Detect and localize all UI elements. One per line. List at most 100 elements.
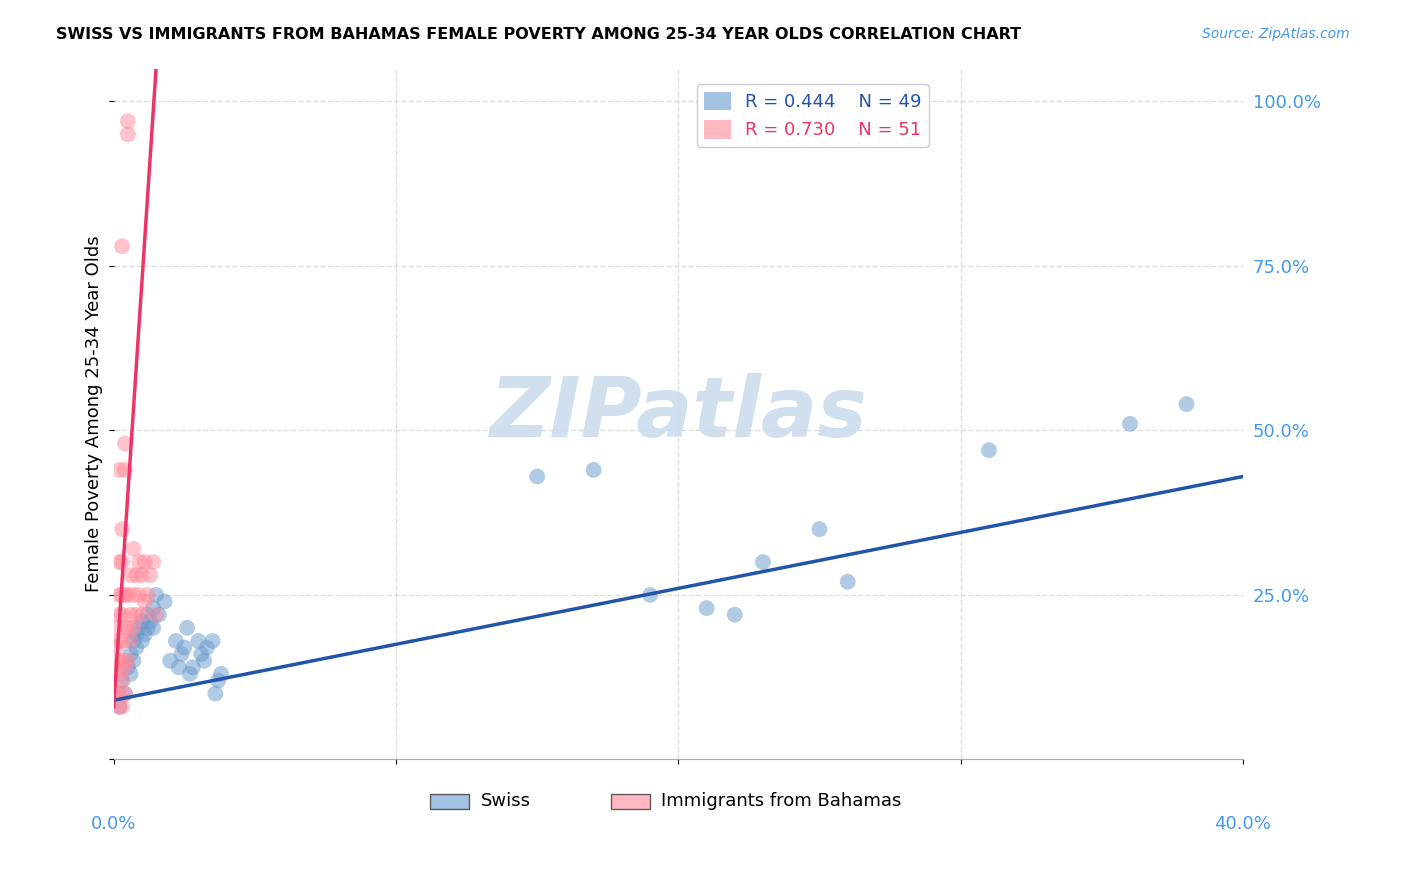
Point [724,607,747,622]
Point [105,621,128,635]
Point [125,627,148,641]
Point [1175,397,1198,411]
Point [207,673,229,688]
Point [204,687,226,701]
Point [108,687,131,701]
Text: SWISS VS IMMIGRANTS FROM BAHAMAS FEMALE POVERTY AMONG 25-34 YEAR OLDS CORRELATIO: SWISS VS IMMIGRANTS FROM BAHAMAS FEMALE … [56,27,1021,42]
FancyBboxPatch shape [430,794,470,809]
Point [120,667,142,681]
Point [165,634,187,648]
Point [128,555,150,569]
Point [108,588,131,602]
Point [170,647,193,661]
Point [187,634,209,648]
Point [108,607,131,622]
Point [159,654,181,668]
Point [139,614,162,628]
Point [105,687,128,701]
Point [114,687,136,701]
Text: 0.0%: 0.0% [91,814,136,833]
Point [136,588,159,602]
Point [209,667,232,681]
Point [145,607,167,622]
Point [111,673,134,688]
Point [195,640,218,655]
Point [145,588,167,602]
Point [120,634,142,648]
Point [808,522,831,536]
Point [977,443,1000,458]
Point [114,621,136,635]
Point [117,588,139,602]
Point [167,660,190,674]
Point [108,555,131,569]
Point [111,588,134,602]
Point [108,634,131,648]
Text: Immigrants from Bahamas: Immigrants from Bahamas [661,792,901,810]
Point [131,634,153,648]
Point [117,621,139,635]
Point [125,568,148,582]
Point [134,627,156,641]
Text: Source: ZipAtlas.com: Source: ZipAtlas.com [1202,27,1350,41]
Point [173,640,195,655]
Point [181,660,204,674]
Point [111,634,134,648]
Point [136,621,159,635]
Point [122,588,145,602]
Point [117,114,139,128]
Point [114,463,136,477]
Point [131,568,153,582]
Point [111,607,134,622]
Point [105,640,128,655]
Point [111,654,134,668]
Point [176,621,198,635]
Point [120,607,142,622]
Point [134,594,156,608]
Point [108,667,131,681]
Point [142,621,165,635]
Point [108,654,131,668]
Point [582,463,605,477]
Point [122,621,145,635]
Point [1119,417,1142,431]
Point [111,673,134,688]
Text: ZIPatlas: ZIPatlas [489,374,868,455]
Text: 40.0%: 40.0% [1215,814,1271,833]
Point [696,601,718,615]
Point [142,555,165,569]
Point [179,667,201,681]
Point [114,436,136,450]
Point [122,634,145,648]
Point [136,607,159,622]
Point [131,607,153,622]
Point [125,640,148,655]
Point [111,239,134,253]
Point [122,541,145,556]
Point [120,568,142,582]
Point [190,647,212,661]
Point [752,555,775,569]
Point [120,647,142,661]
Point [108,699,131,714]
Point [128,588,150,602]
FancyBboxPatch shape [610,794,650,809]
Point [128,621,150,635]
Point [108,699,131,714]
Point [111,522,134,536]
Point [114,588,136,602]
Point [111,699,134,714]
Point [117,654,139,668]
Point [201,634,224,648]
Y-axis label: Female Poverty Among 25-34 Year Olds: Female Poverty Among 25-34 Year Olds [86,235,103,592]
Point [125,607,148,622]
Point [117,660,139,674]
Point [117,128,139,142]
Point [148,607,170,622]
Text: Swiss: Swiss [481,792,530,810]
Point [153,594,176,608]
Point [134,555,156,569]
Point [638,588,661,602]
Point [122,654,145,668]
Point [193,654,215,668]
